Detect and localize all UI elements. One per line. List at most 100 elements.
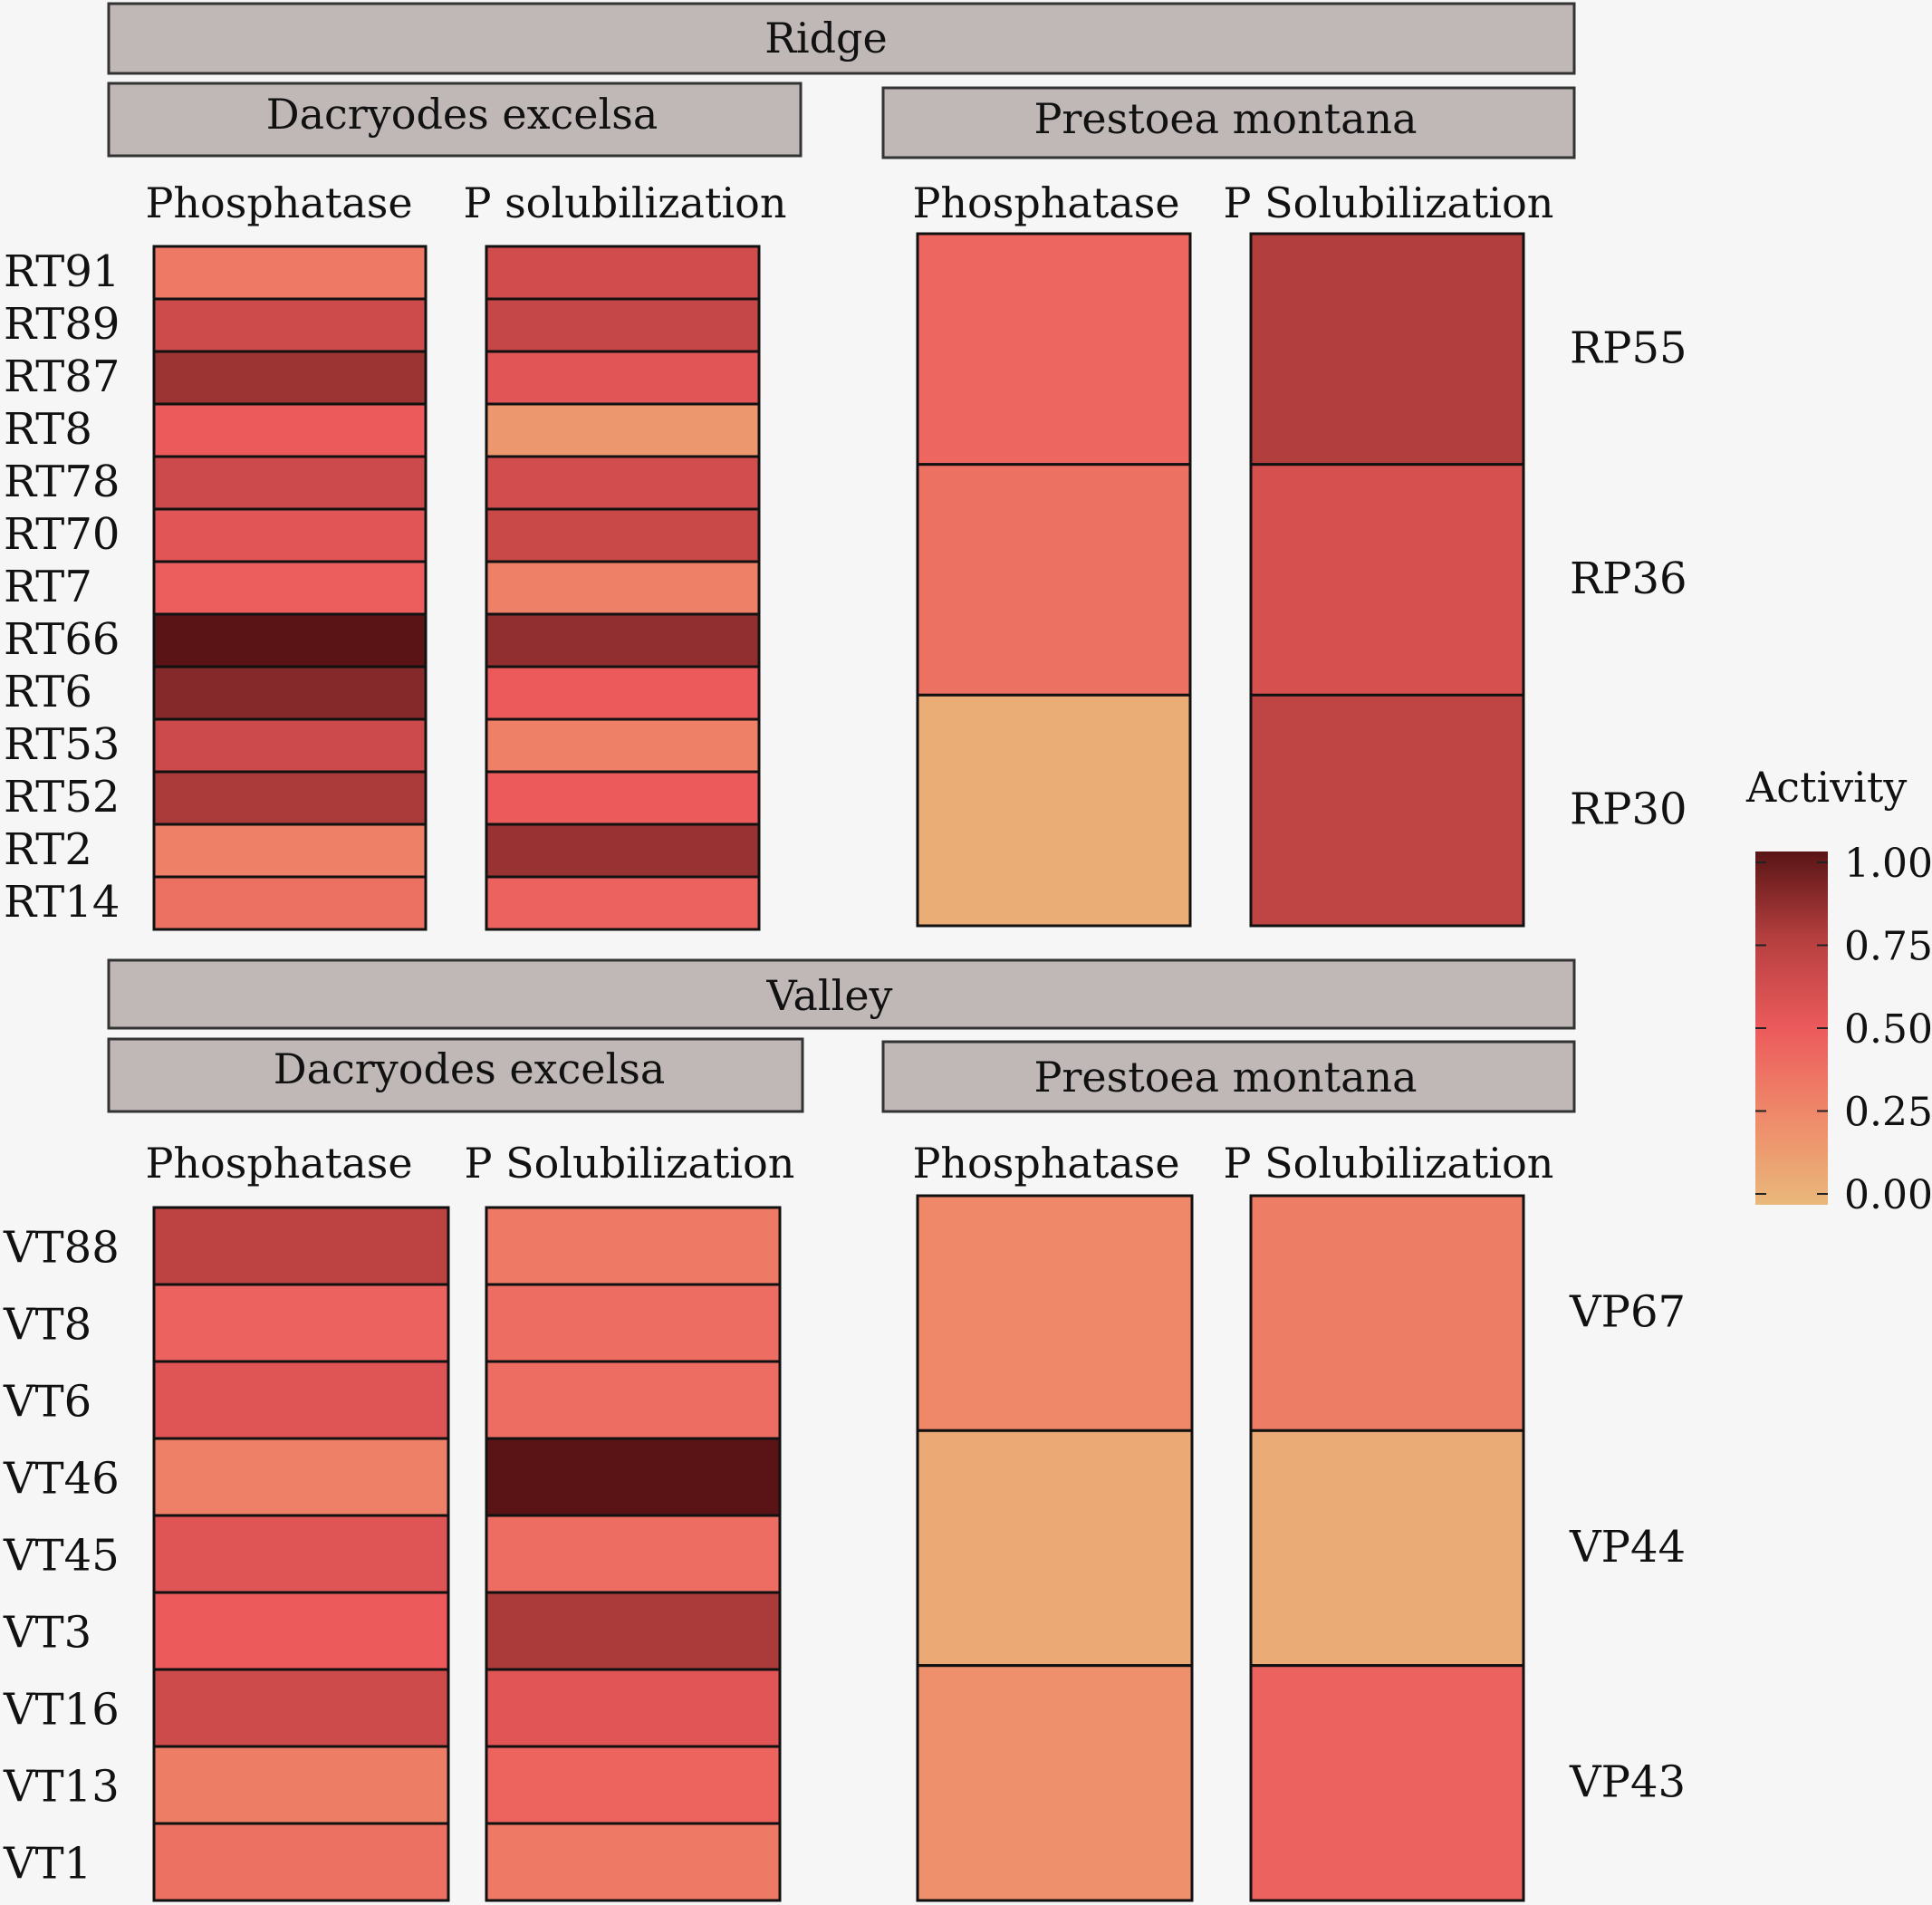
heatmap-cell-rt53-p-solubilization (485, 717, 761, 774)
heatmap-cell-rt91-phosphatase (152, 245, 428, 301)
heatmap-cell-rt2-p-solubilization (485, 823, 761, 879)
column-header-p-solubilization: P solubilization (464, 178, 787, 227)
heatmap-cell-rt2-phosphatase (152, 823, 428, 879)
heatmap-cell-rt14-phosphatase (152, 875, 428, 931)
heatmap-cell-rt6-phosphatase (152, 665, 428, 721)
legend-colorbar (1755, 851, 1828, 1205)
panel-ridge-prestoea: Prestoea montana Phosphatase P Solubilizat… (881, 86, 1687, 928)
site-strip-label: Valley (765, 971, 892, 1020)
heatmap-cell-rt53-phosphatase (152, 717, 428, 774)
row-label-rt91: RT91 (4, 246, 120, 297)
column-header-p-solubilization: P Solubilization (1224, 178, 1554, 227)
heatmap-cell-vt46-phosphatase (152, 1437, 450, 1517)
heatmap-cell-vt46-p-solubilization (485, 1437, 782, 1517)
heatmap-cell-rt66-p-solubilization (485, 612, 761, 669)
heatmap-cell-rp36-phosphatase (916, 463, 1192, 697)
row-label-rp30: RP30 (1570, 784, 1687, 835)
heatmap-cell-rp30-p-solubilization (1249, 693, 1525, 928)
column-header-phosphatase: Phosphatase (145, 1139, 412, 1188)
row-label-vt1: VT1 (3, 1839, 91, 1890)
heatmap-cell-vt45-p-solubilization (485, 1514, 782, 1594)
panel-valley-prestoea: Prestoea montana Phosphatase P Solubilizat… (881, 1040, 1686, 1902)
heatmap-cell-vt1-p-solubilization (485, 1822, 782, 1902)
heatmap-cell-vp44-p-solubilization (1249, 1429, 1525, 1668)
heatmap-cell-rt66-phosphatase (152, 612, 428, 669)
heatmap-cell-vt16-phosphatase (152, 1668, 450, 1748)
heatmap-cell-vt13-phosphatase (152, 1745, 450, 1825)
legend-tick-label: 0.00 (1844, 1172, 1932, 1218)
row-label-rt14: RT14 (4, 877, 120, 928)
row-label-vt8: VT8 (3, 1300, 91, 1351)
site-strip-label: Ridge (764, 14, 887, 63)
row-label-vt88: VT88 (3, 1223, 120, 1274)
row-label-vt13: VT13 (3, 1762, 120, 1813)
species-strip-label: Dacryodes excelsa (274, 1044, 666, 1093)
site-strip-background (107, 2, 1576, 75)
heatmap-cell-rp55-phosphatase (916, 232, 1192, 467)
heatmap-cell-vt8-p-solubilization (485, 1283, 782, 1363)
heatmap-cell-rt6-p-solubilization (485, 665, 761, 721)
legend-title: Activity (1745, 763, 1907, 812)
column-header-p-solubilization: P Solubilization (1224, 1139, 1554, 1188)
column-header-p-solubilization: P Solubilization (465, 1139, 795, 1188)
species-strip-label: Prestoea montana (1033, 94, 1417, 143)
column-header-phosphatase: Phosphatase (912, 1139, 1179, 1188)
heatmap-cell-rt52-p-solubilization (485, 770, 761, 826)
heatmap-cell-vp67-p-solubilization (1249, 1194, 1525, 1432)
heatmap-cell-vp43-phosphatase (916, 1664, 1194, 1902)
heatmap-cell-rp55-p-solubilization (1249, 232, 1525, 467)
row-label-rt66: RT66 (4, 614, 120, 665)
heatmap-cell-vp44-phosphatase (916, 1429, 1194, 1668)
row-label-vp43: VP43 (1569, 1756, 1686, 1807)
row-label-vt6: VT6 (3, 1377, 91, 1428)
species-strip-background (881, 86, 1576, 159)
heatmap-cell-rt89-p-solubilization (485, 297, 761, 353)
heatmap-cell-rt8-p-solubilization (485, 402, 761, 458)
heatmap-cell-rt87-p-solubilization (485, 350, 761, 406)
row-label-rt89: RT89 (4, 299, 120, 350)
row-label-vt45: VT45 (3, 1531, 120, 1582)
heatmap-cell-rt7-phosphatase (152, 560, 428, 616)
site-strip-ridge: Ridge (107, 2, 1576, 75)
panels-layer: Ridge Valley Dacryodes excelsa Phosphatase P… (3, 2, 1687, 1902)
species-strip-background (107, 82, 803, 158)
row-label-vt46: VT46 (3, 1454, 120, 1505)
row-label-rt53: RT53 (4, 719, 120, 770)
heatmap-cell-rt52-phosphatase (152, 770, 428, 826)
legend-tick-label: 0.50 (1844, 1006, 1932, 1053)
row-label-rp36: RP36 (1570, 553, 1687, 604)
heatmap-cell-rt87-phosphatase (152, 350, 428, 406)
site-strip-valley: Valley (107, 958, 1576, 1030)
species-strip-label: Dacryodes excelsa (266, 90, 658, 139)
row-label-rp55: RP55 (1570, 322, 1687, 373)
heatmap-cell-rt78-phosphatase (152, 455, 428, 511)
row-label-vt3: VT3 (3, 1608, 91, 1659)
row-label-vp67: VP67 (1569, 1287, 1686, 1338)
heatmap-cell-rt14-p-solubilization (485, 875, 761, 931)
row-label-rt7: RT7 (4, 562, 92, 612)
heatmap-cell-vt13-p-solubilization (485, 1745, 782, 1825)
row-label-rt6: RT6 (4, 667, 92, 717)
heatmap-cell-vt88-phosphatase (152, 1206, 450, 1286)
heatmap-cell-vt16-p-solubilization (485, 1668, 782, 1748)
heatmap-cell-vt6-phosphatase (152, 1360, 450, 1440)
heatmap-cell-vt6-p-solubilization (485, 1360, 782, 1440)
heatmap-cell-vp67-phosphatase (916, 1194, 1194, 1432)
panel-valley-dacryodes: Dacryodes excelsa Phosphatase P Solubiliza… (3, 1037, 804, 1902)
heatmap-cell-rt78-p-solubilization (485, 455, 761, 511)
heatmap-cell-vt88-p-solubilization (485, 1206, 782, 1286)
row-label-rt70: RT70 (4, 509, 120, 560)
site-strip-background (107, 958, 1576, 1030)
species-strip-label: Prestoea montana (1033, 1053, 1417, 1102)
heatmap-cell-vt3-p-solubilization (485, 1591, 782, 1671)
legend-tick-label: 0.75 (1844, 924, 1932, 970)
heatmap-cell-vp43-p-solubilization (1249, 1664, 1525, 1902)
row-label-rt78: RT78 (4, 457, 120, 507)
heatmap-cell-vt45-phosphatase (152, 1514, 450, 1594)
heatmap-cell-rt70-p-solubilization (485, 507, 761, 563)
heatmap-cell-rp30-phosphatase (916, 693, 1192, 928)
heatmap-cell-rt89-phosphatase (152, 297, 428, 353)
row-label-rt52: RT52 (4, 772, 120, 823)
heatmap-cell-rt8-phosphatase (152, 402, 428, 458)
